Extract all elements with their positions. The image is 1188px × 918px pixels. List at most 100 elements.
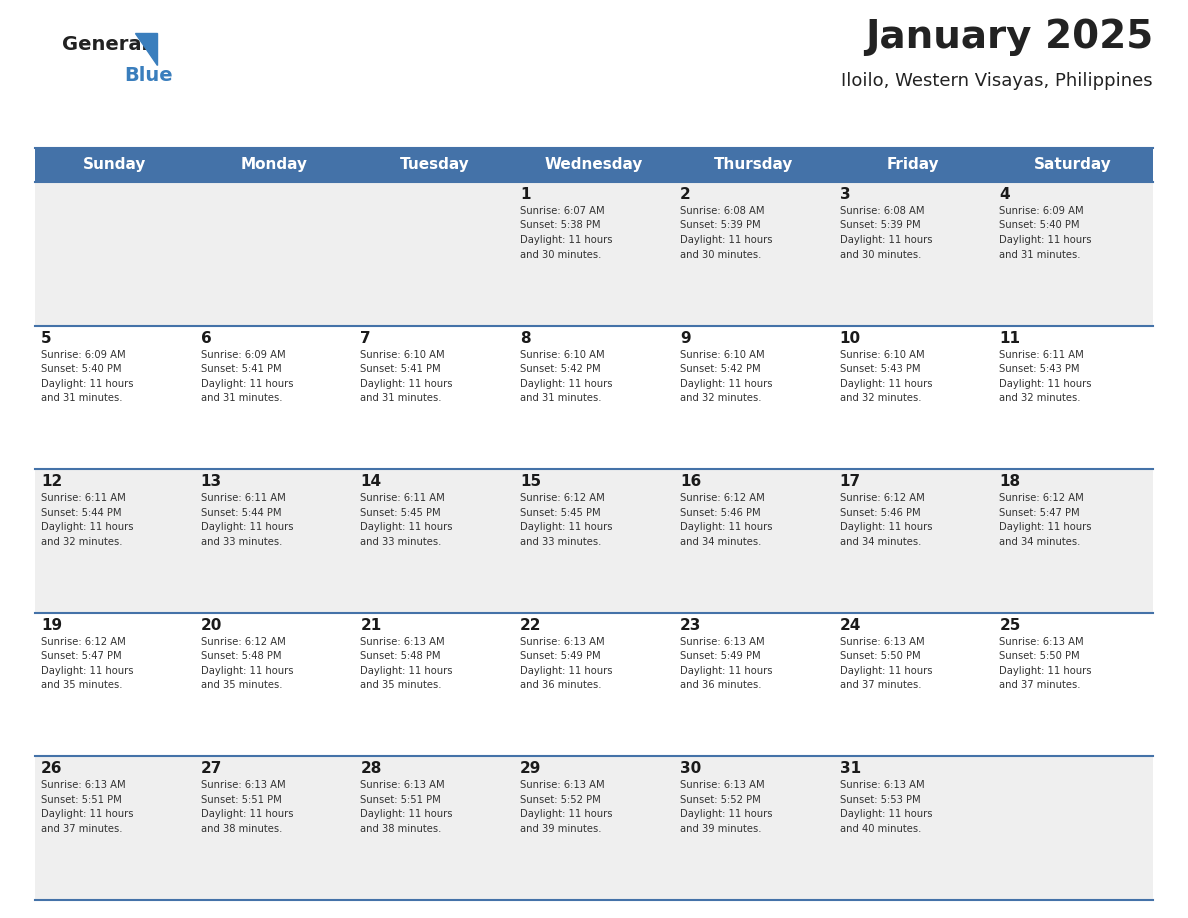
Bar bbox=[354, 148, 514, 182]
Text: Sunrise: 6:12 AM: Sunrise: 6:12 AM bbox=[840, 493, 924, 503]
Bar bbox=[514, 182, 674, 326]
Text: Sunrise: 6:13 AM: Sunrise: 6:13 AM bbox=[680, 780, 765, 790]
Text: 3: 3 bbox=[840, 187, 851, 202]
Text: and 32 minutes.: and 32 minutes. bbox=[840, 393, 921, 403]
Text: Sunset: 5:44 PM: Sunset: 5:44 PM bbox=[42, 508, 121, 518]
Text: Thursday: Thursday bbox=[714, 158, 794, 173]
Text: and 30 minutes.: and 30 minutes. bbox=[680, 250, 762, 260]
Text: Daylight: 11 hours: Daylight: 11 hours bbox=[840, 666, 933, 676]
Text: Sunrise: 6:08 AM: Sunrise: 6:08 AM bbox=[840, 206, 924, 216]
Text: and 32 minutes.: and 32 minutes. bbox=[999, 393, 1081, 403]
Bar bbox=[834, 326, 993, 469]
Text: Sunset: 5:40 PM: Sunset: 5:40 PM bbox=[42, 364, 121, 375]
Bar bbox=[514, 148, 674, 182]
Text: Friday: Friday bbox=[887, 158, 940, 173]
Text: Sunrise: 6:13 AM: Sunrise: 6:13 AM bbox=[360, 780, 446, 790]
Text: Sunrise: 6:13 AM: Sunrise: 6:13 AM bbox=[999, 637, 1083, 647]
Polygon shape bbox=[135, 33, 157, 65]
Bar bbox=[354, 756, 514, 900]
Text: Daylight: 11 hours: Daylight: 11 hours bbox=[840, 235, 933, 245]
Text: Daylight: 11 hours: Daylight: 11 hours bbox=[520, 378, 613, 388]
Text: and 31 minutes.: and 31 minutes. bbox=[42, 393, 122, 403]
Text: Sunrise: 6:13 AM: Sunrise: 6:13 AM bbox=[520, 637, 605, 647]
Text: Sunset: 5:51 PM: Sunset: 5:51 PM bbox=[42, 795, 121, 805]
Text: 17: 17 bbox=[840, 475, 860, 489]
Text: Sunset: 5:42 PM: Sunset: 5:42 PM bbox=[520, 364, 601, 375]
Text: and 34 minutes.: and 34 minutes. bbox=[840, 537, 921, 547]
Text: Daylight: 11 hours: Daylight: 11 hours bbox=[360, 666, 453, 676]
Text: 14: 14 bbox=[360, 475, 381, 489]
Text: Tuesday: Tuesday bbox=[399, 158, 469, 173]
Text: Iloilo, Western Visayas, Philippines: Iloilo, Western Visayas, Philippines bbox=[841, 72, 1154, 90]
Text: 11: 11 bbox=[999, 330, 1020, 345]
Text: Daylight: 11 hours: Daylight: 11 hours bbox=[520, 810, 613, 820]
Text: Sunset: 5:45 PM: Sunset: 5:45 PM bbox=[520, 508, 601, 518]
Text: 19: 19 bbox=[42, 618, 62, 633]
Text: Sunset: 5:45 PM: Sunset: 5:45 PM bbox=[360, 508, 441, 518]
Text: and 33 minutes.: and 33 minutes. bbox=[520, 537, 601, 547]
Text: 30: 30 bbox=[680, 761, 701, 777]
Text: and 31 minutes.: and 31 minutes. bbox=[999, 250, 1081, 260]
Bar bbox=[834, 469, 993, 613]
Text: 12: 12 bbox=[42, 475, 62, 489]
Text: Daylight: 11 hours: Daylight: 11 hours bbox=[520, 522, 613, 532]
Text: and 30 minutes.: and 30 minutes. bbox=[520, 250, 601, 260]
Bar bbox=[993, 326, 1154, 469]
Text: 7: 7 bbox=[360, 330, 371, 345]
Text: Sunrise: 6:13 AM: Sunrise: 6:13 AM bbox=[680, 637, 765, 647]
Text: Daylight: 11 hours: Daylight: 11 hours bbox=[680, 522, 772, 532]
Text: Sunset: 5:49 PM: Sunset: 5:49 PM bbox=[680, 651, 760, 661]
Text: Daylight: 11 hours: Daylight: 11 hours bbox=[42, 522, 133, 532]
Text: Sunrise: 6:12 AM: Sunrise: 6:12 AM bbox=[680, 493, 765, 503]
Text: Sunrise: 6:11 AM: Sunrise: 6:11 AM bbox=[42, 493, 126, 503]
Bar bbox=[34, 613, 195, 756]
Text: and 38 minutes.: and 38 minutes. bbox=[201, 823, 282, 834]
Text: Daylight: 11 hours: Daylight: 11 hours bbox=[201, 666, 293, 676]
Text: and 35 minutes.: and 35 minutes. bbox=[360, 680, 442, 690]
Text: 23: 23 bbox=[680, 618, 701, 633]
Text: and 30 minutes.: and 30 minutes. bbox=[840, 250, 921, 260]
Text: Daylight: 11 hours: Daylight: 11 hours bbox=[999, 666, 1092, 676]
Text: Sunset: 5:51 PM: Sunset: 5:51 PM bbox=[201, 795, 282, 805]
Text: and 34 minutes.: and 34 minutes. bbox=[999, 537, 1081, 547]
Text: 28: 28 bbox=[360, 761, 381, 777]
Text: 31: 31 bbox=[840, 761, 860, 777]
Text: Sunrise: 6:13 AM: Sunrise: 6:13 AM bbox=[360, 637, 446, 647]
Text: Sunset: 5:47 PM: Sunset: 5:47 PM bbox=[999, 508, 1080, 518]
Text: Sunset: 5:49 PM: Sunset: 5:49 PM bbox=[520, 651, 601, 661]
Bar bbox=[674, 613, 834, 756]
Bar bbox=[514, 469, 674, 613]
Bar bbox=[34, 148, 195, 182]
Text: and 32 minutes.: and 32 minutes. bbox=[42, 537, 122, 547]
Bar bbox=[674, 148, 834, 182]
Text: Sunrise: 6:13 AM: Sunrise: 6:13 AM bbox=[520, 780, 605, 790]
Text: Daylight: 11 hours: Daylight: 11 hours bbox=[360, 522, 453, 532]
Text: Monday: Monday bbox=[241, 158, 308, 173]
Text: and 31 minutes.: and 31 minutes. bbox=[201, 393, 283, 403]
Text: Sunset: 5:48 PM: Sunset: 5:48 PM bbox=[360, 651, 441, 661]
Text: Sunset: 5:52 PM: Sunset: 5:52 PM bbox=[520, 795, 601, 805]
Text: Sunrise: 6:13 AM: Sunrise: 6:13 AM bbox=[42, 780, 126, 790]
Bar bbox=[195, 469, 354, 613]
Text: Sunset: 5:40 PM: Sunset: 5:40 PM bbox=[999, 220, 1080, 230]
Text: Sunset: 5:53 PM: Sunset: 5:53 PM bbox=[840, 795, 921, 805]
Bar bbox=[993, 469, 1154, 613]
Text: and 35 minutes.: and 35 minutes. bbox=[201, 680, 283, 690]
Text: 16: 16 bbox=[680, 475, 701, 489]
Text: Daylight: 11 hours: Daylight: 11 hours bbox=[840, 810, 933, 820]
Text: Sunset: 5:43 PM: Sunset: 5:43 PM bbox=[999, 364, 1080, 375]
Text: Sunset: 5:43 PM: Sunset: 5:43 PM bbox=[840, 364, 920, 375]
Text: Sunset: 5:41 PM: Sunset: 5:41 PM bbox=[360, 364, 441, 375]
Text: and 37 minutes.: and 37 minutes. bbox=[999, 680, 1081, 690]
Bar bbox=[354, 182, 514, 326]
Text: Daylight: 11 hours: Daylight: 11 hours bbox=[680, 378, 772, 388]
Text: 29: 29 bbox=[520, 761, 542, 777]
Text: Sunrise: 6:11 AM: Sunrise: 6:11 AM bbox=[360, 493, 446, 503]
Text: Daylight: 11 hours: Daylight: 11 hours bbox=[520, 235, 613, 245]
Bar bbox=[993, 148, 1154, 182]
Text: Sunset: 5:39 PM: Sunset: 5:39 PM bbox=[840, 220, 921, 230]
Text: Sunrise: 6:12 AM: Sunrise: 6:12 AM bbox=[520, 493, 605, 503]
Text: Sunrise: 6:11 AM: Sunrise: 6:11 AM bbox=[201, 493, 285, 503]
Text: Sunset: 5:44 PM: Sunset: 5:44 PM bbox=[201, 508, 282, 518]
Text: Daylight: 11 hours: Daylight: 11 hours bbox=[680, 810, 772, 820]
